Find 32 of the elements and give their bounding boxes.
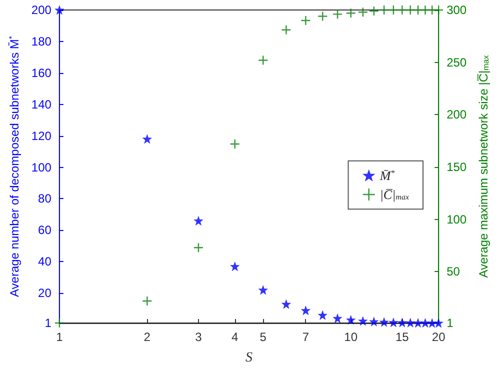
y2-tick-label: 200: [446, 108, 467, 122]
y2-tick-label: 1: [446, 316, 454, 330]
y-tick-label: 100: [31, 160, 52, 174]
x-tick-label: 5: [260, 330, 267, 344]
y-tick-label: 120: [31, 128, 52, 143]
x-tick-label: 4: [232, 330, 239, 344]
x-tick-label: 1: [56, 330, 64, 344]
y-tick-label: 1: [44, 316, 52, 330]
x-tick-label: 2: [144, 330, 151, 344]
y2-tick-label: 150: [446, 160, 467, 174]
y-tick-label: 20: [38, 286, 52, 300]
y2-tick-label: 300: [446, 3, 467, 17]
x-tick-label: 15: [395, 330, 410, 344]
y-axis-title: Average number of decomposed subnetworks M̄*: [8, 36, 22, 298]
y2-tick-label: 100: [446, 212, 467, 226]
y-tick-label: 180: [31, 34, 52, 48]
legend-label: M̄*: [378, 168, 395, 183]
y-tick-label: 200: [31, 3, 52, 17]
y-tick-label: 40: [38, 254, 52, 269]
y-tick-label: 140: [31, 97, 52, 112]
x-tick-label: 3: [195, 330, 202, 344]
y2-tick-label: 50: [446, 264, 460, 279]
y-tick-label: 160: [31, 66, 52, 80]
y2-tick-label: 250: [446, 55, 467, 70]
x-tick-label: 20: [432, 330, 446, 344]
y2-axis-title: Average maximum subnetwork size |C̅|max: [476, 55, 490, 278]
y-tick-label: 60: [38, 223, 52, 238]
y-tick-label: 80: [38, 192, 52, 206]
x-tick-label: 10: [344, 330, 358, 344]
x-tick-label: 7: [302, 330, 310, 344]
x-axis-title: S: [246, 350, 252, 366]
legend-label: |C̅|max: [380, 187, 410, 202]
